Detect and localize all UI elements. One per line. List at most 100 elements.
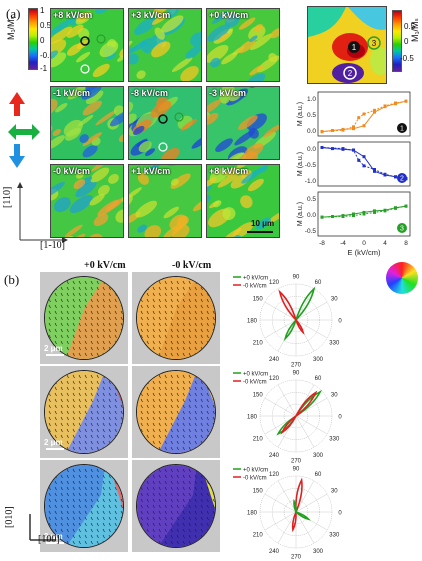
loop-series [322,148,406,179]
svg-text:2: 2 [348,69,353,78]
loop-ylabel: M (a.u.) [297,202,304,226]
loop-point [321,216,324,219]
polar-angle-label: 330 [329,437,340,443]
map-field-label: -1 kV/cm [53,88,90,98]
moke-map: -3 kV/cm [206,86,280,160]
col-title: +0 kV/cm [84,260,126,271]
moke-map: +0 kV/cm [206,8,280,82]
polar-angle-label: 120 [269,376,280,382]
map-field-label: +3 kV/cm [131,10,170,20]
svg-text:1: 1 [352,43,357,52]
legend-label: -0 kV/cm [243,476,267,482]
axis-up-label: [110] [2,187,13,208]
axis-right-label-b: [100] [38,534,60,545]
polar-angle-label: 120 [269,472,280,478]
polar-angle-label: 210 [253,533,264,539]
color-wheel-icon [386,262,418,294]
colorbar-tick: 1 [40,6,44,15]
loop-y-tick: 0.0 [307,128,316,135]
polar-angle-label: 90 [293,371,300,377]
loop-point [373,211,376,214]
loop-y-tick: -1.0 [305,178,317,185]
loop-point [405,100,408,103]
magnetic-disc [136,370,216,454]
colorbar-left [28,8,38,70]
loop-ylabel: M (a.u.) [297,152,304,176]
loop-xlabel: E (kV/cm) [348,248,381,257]
moke-map: +1 kV/cm [128,164,202,238]
moke-map: -1 kV/cm [50,86,124,160]
field-arrows [6,90,42,170]
loop-point [384,209,387,212]
colorbar-label: M₁/Mₛ [6,16,17,40]
map-field-label: -3 kV/cm [209,88,246,98]
polar-angle-label: 300 [313,453,324,459]
map-field-label: +1 kV/cm [131,166,170,176]
domain-image [132,460,220,552]
zoom-map: 1 3 2 [307,6,387,84]
loop-point [352,214,355,217]
loop-badge-label: 2 [400,176,404,183]
loop-y-tick: -0.5 [305,162,317,169]
legend-label: +0 kV/cm [243,276,268,282]
loop-point [321,130,324,133]
legend-label: +0 kV/cm [243,372,268,378]
loop-point [384,104,387,107]
polar-angle-label: 270 [291,555,302,561]
loop-y-tick: 0.0 [307,212,316,219]
blue-arrow-icon [9,144,25,168]
loop-ylabel: M (a.u.) [297,102,304,126]
domain-image: 2 μm [40,272,128,364]
loop-point [394,102,397,105]
loop-y-tick: 0.5 [307,196,316,203]
polar-angle-label: 30 [331,393,338,399]
moke-map: +3 kV/cm [128,8,202,82]
polar-angle-label: 30 [331,297,338,303]
col-title: -0 kV/cm [172,260,211,271]
loop-point [357,159,360,162]
polar-angle-label: 150 [253,489,264,495]
map-field-label: +8 kV/cm [53,10,92,20]
polar-angle-label: 60 [315,472,322,478]
loop-point [342,215,345,218]
loop-series [322,148,406,179]
domain-image: 2 μm [40,366,128,458]
polar-angle-label: 180 [247,511,258,517]
polar-angle-label: 300 [313,357,324,363]
loop-point [363,213,366,216]
loop-x-tick: -8 [319,240,325,247]
zoom-map-image: 1 3 2 [308,7,387,84]
polar-angle-label: 180 [247,415,258,421]
polar-lobe [293,512,296,530]
legend-label: -0 kV/cm [243,284,267,290]
scale-bar [46,354,64,356]
loop-y-tick: 0.5 [307,112,316,119]
map-field-label: -0 kV/cm [53,166,90,176]
polar-angle-label: 60 [315,280,322,286]
polar-angle-label: 180 [247,319,258,325]
loop-point [363,164,366,167]
loop-point [405,205,408,208]
domain-image [132,272,220,364]
loop-point [363,113,366,116]
colorbar-right-tick: -0.5 [400,54,414,63]
loop-point [384,173,387,176]
green-arrow-icon [8,124,40,140]
polar-angle-label: 210 [253,341,264,347]
polar-angle-label: 330 [329,533,340,539]
moke-map: +8 kV/cm [50,8,124,82]
loop-point [373,109,376,112]
loop-point [394,175,397,178]
polar-angle-label: 240 [269,453,280,459]
loop-x-tick: -4 [340,240,346,247]
loop-x-tick: 0 [362,240,366,247]
polar-angle-label: 90 [293,467,300,473]
map-field-label: +0 kV/cm [209,10,248,20]
polar-angle-label: 330 [329,341,340,347]
loop-point [342,129,345,132]
